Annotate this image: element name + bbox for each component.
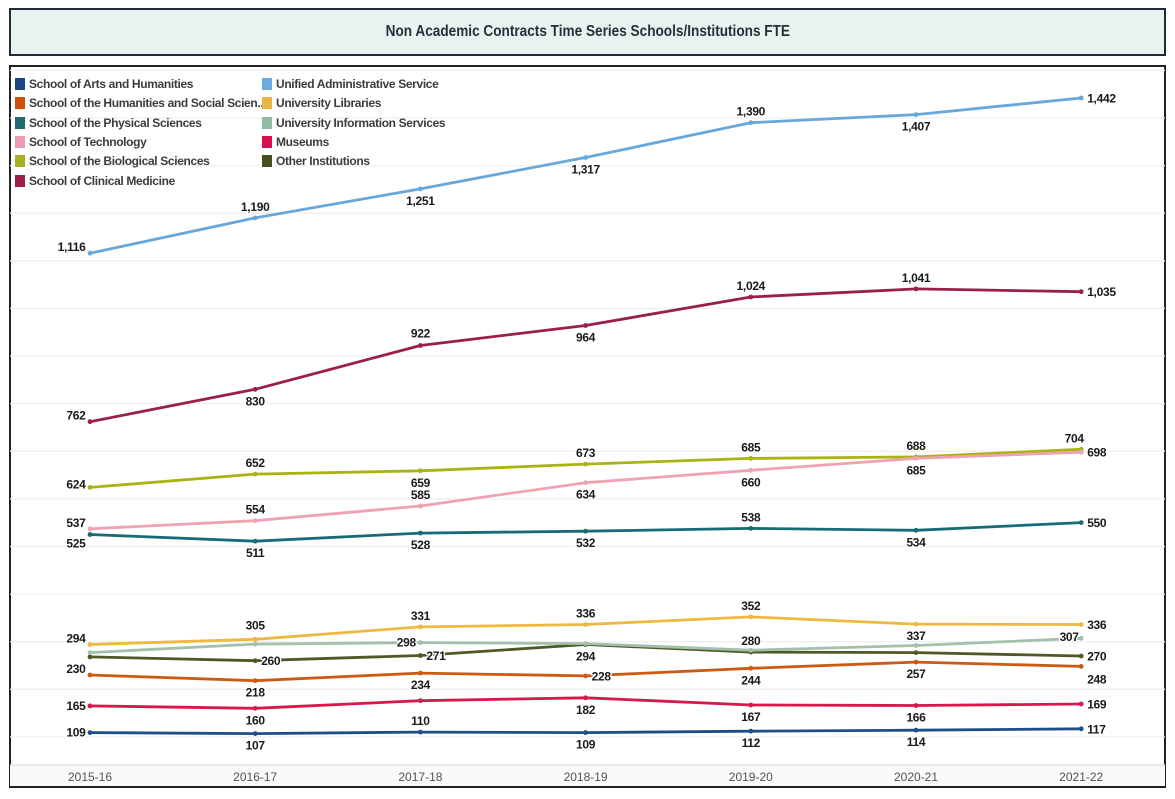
svg-text:685: 685 — [906, 463, 926, 477]
svg-text:234: 234 — [411, 678, 431, 692]
svg-text:257: 257 — [906, 667, 926, 681]
svg-text:167: 167 — [741, 710, 761, 724]
svg-text:117: 117 — [1087, 722, 1106, 736]
svg-text:331: 331 — [411, 609, 431, 623]
svg-text:1,116: 1,116 — [58, 240, 86, 254]
svg-text:248: 248 — [1087, 672, 1107, 686]
svg-text:2018-19: 2018-19 — [564, 770, 608, 784]
svg-text:554: 554 — [246, 503, 266, 517]
svg-text:1,317: 1,317 — [571, 163, 600, 177]
svg-text:673: 673 — [576, 446, 596, 460]
svg-text:624: 624 — [66, 477, 86, 491]
svg-text:270: 270 — [1087, 650, 1107, 664]
svg-text:165: 165 — [66, 699, 86, 713]
svg-text:166: 166 — [906, 711, 926, 725]
svg-text:160: 160 — [246, 713, 266, 727]
svg-text:550: 550 — [1087, 516, 1107, 530]
svg-text:1,390: 1,390 — [737, 105, 766, 119]
svg-text:634: 634 — [576, 488, 596, 502]
svg-text:922: 922 — [411, 327, 431, 341]
svg-text:230: 230 — [66, 662, 86, 676]
svg-text:2020-21: 2020-21 — [894, 770, 938, 784]
svg-text:1,190: 1,190 — [241, 200, 270, 214]
svg-text:1,407: 1,407 — [902, 120, 931, 134]
svg-text:336: 336 — [1087, 618, 1107, 632]
svg-text:1,041: 1,041 — [902, 271, 931, 285]
svg-text:169: 169 — [1087, 698, 1107, 712]
svg-text:294: 294 — [576, 650, 596, 664]
svg-text:114: 114 — [907, 735, 926, 749]
svg-text:298: 298 — [397, 636, 417, 650]
svg-text:830: 830 — [246, 394, 266, 408]
svg-text:528: 528 — [411, 538, 431, 552]
svg-text:532: 532 — [576, 536, 596, 550]
svg-text:2021-22: 2021-22 — [1059, 770, 1103, 784]
svg-text:109: 109 — [66, 726, 86, 740]
svg-text:688: 688 — [906, 439, 926, 453]
svg-text:538: 538 — [741, 510, 761, 524]
svg-text:1,024: 1,024 — [737, 279, 766, 293]
svg-text:659: 659 — [411, 476, 431, 490]
svg-text:109: 109 — [576, 738, 596, 752]
svg-text:280: 280 — [741, 634, 761, 648]
svg-text:244: 244 — [741, 673, 761, 687]
svg-text:110: 110 — [411, 714, 430, 728]
svg-text:352: 352 — [741, 599, 761, 613]
svg-text:1,251: 1,251 — [406, 194, 435, 208]
svg-text:704: 704 — [1065, 431, 1085, 445]
svg-text:585: 585 — [411, 488, 431, 502]
svg-text:511: 511 — [246, 546, 265, 560]
svg-text:2015-16: 2015-16 — [68, 770, 112, 784]
svg-text:337: 337 — [906, 629, 926, 643]
svg-text:112: 112 — [742, 736, 761, 750]
svg-text:228: 228 — [592, 669, 612, 683]
svg-text:218: 218 — [246, 686, 266, 700]
svg-text:964: 964 — [576, 331, 596, 345]
svg-text:1,442: 1,442 — [1087, 92, 1116, 106]
svg-text:685: 685 — [741, 440, 761, 454]
svg-text:525: 525 — [66, 537, 86, 551]
svg-text:698: 698 — [1087, 446, 1107, 460]
svg-text:660: 660 — [741, 475, 761, 489]
svg-text:652: 652 — [246, 456, 266, 470]
svg-text:534: 534 — [906, 535, 926, 549]
svg-text:1,035: 1,035 — [1087, 285, 1116, 299]
svg-text:182: 182 — [576, 703, 596, 717]
svg-text:336: 336 — [576, 607, 596, 621]
svg-text:294: 294 — [66, 632, 86, 646]
svg-text:537: 537 — [66, 516, 86, 530]
svg-text:305: 305 — [246, 618, 266, 632]
svg-text:2019-20: 2019-20 — [729, 770, 773, 784]
svg-text:762: 762 — [66, 409, 86, 423]
svg-text:260: 260 — [261, 654, 281, 668]
svg-text:271: 271 — [426, 649, 446, 663]
svg-text:307: 307 — [1060, 630, 1080, 644]
svg-text:107: 107 — [246, 739, 266, 753]
svg-text:2017-18: 2017-18 — [398, 770, 442, 784]
svg-text:2016-17: 2016-17 — [233, 770, 277, 784]
